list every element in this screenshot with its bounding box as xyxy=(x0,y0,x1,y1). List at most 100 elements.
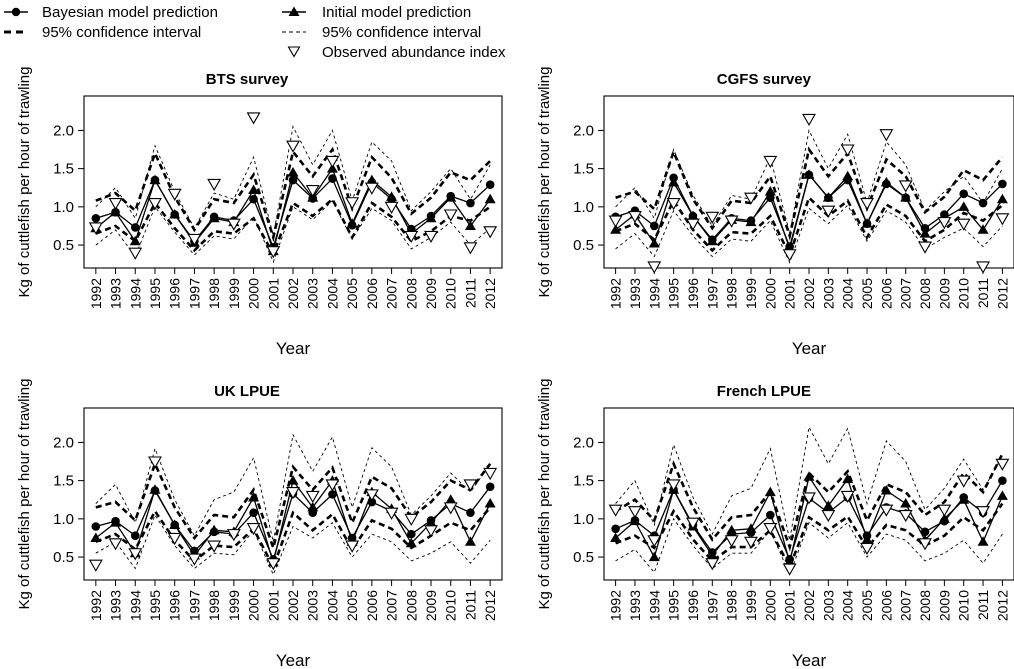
bayes-ci-lower-line xyxy=(95,197,491,258)
y-tick-label: 2.0 xyxy=(53,122,74,139)
observed-index-point xyxy=(647,261,662,274)
bayes-prediction-point xyxy=(426,211,436,221)
observed-index-point xyxy=(937,217,952,230)
x-tick-label: 2010 xyxy=(443,590,459,621)
x-tick-label: 1993 xyxy=(627,590,643,621)
x-tick-label: 2012 xyxy=(994,278,1010,309)
initial-prediction-point xyxy=(958,201,970,211)
observed-index-point xyxy=(666,197,681,211)
x-tick-label: 1997 xyxy=(186,590,202,621)
x-tick-label: 1997 xyxy=(186,278,202,309)
observed-index-point xyxy=(345,197,360,210)
x-tick-label: 1994 xyxy=(127,590,143,621)
observed-index-point xyxy=(148,456,162,469)
initial-ci-lower-line xyxy=(95,513,491,576)
x-tick-label: 1996 xyxy=(685,590,701,621)
observed-index-point xyxy=(647,535,662,548)
y-axis-label: Kg of cuttlefish per hour of trawling xyxy=(16,67,33,298)
bayes-prediction-point xyxy=(785,555,794,564)
legend-initial-ci-label: 95% confidence interval xyxy=(322,24,481,41)
bayes-circle-marker-icon xyxy=(11,7,21,17)
observed-index-point xyxy=(384,201,399,214)
x-tick-label: 2004 xyxy=(324,278,340,309)
y-tick-label: 1.0 xyxy=(53,199,74,216)
y-axis-label: Kg of cuttlefish per hour of trawling xyxy=(16,379,33,610)
x-tick-label: 1996 xyxy=(685,278,701,309)
initial-prediction-point xyxy=(610,224,622,234)
bayes-prediction-point xyxy=(669,173,678,183)
bayes-prediction-point xyxy=(111,516,120,526)
observed-index-point xyxy=(246,112,261,125)
bayes-prediction-point xyxy=(766,510,775,520)
observed-index-point xyxy=(976,506,991,519)
bayes-ci-upper-line xyxy=(95,146,492,243)
observed-index-point xyxy=(364,489,379,502)
initial-prediction-point xyxy=(996,490,1008,500)
panel-title: French LPUE xyxy=(717,383,811,400)
observed-index-point xyxy=(325,155,340,169)
bayes-prediction-point xyxy=(446,191,456,201)
bayes-ci-upper-line xyxy=(615,146,1004,241)
bayes-ci-upper-line xyxy=(614,453,1004,552)
observed-index-point xyxy=(443,209,458,222)
initial-ci-upper-line xyxy=(95,433,491,542)
bayes-prediction-point xyxy=(288,175,298,185)
x-tick-label: 2001 xyxy=(782,278,798,309)
observed-index-point xyxy=(226,529,241,542)
initial-prediction-point xyxy=(648,238,660,248)
observed-index-point xyxy=(187,233,202,247)
observed-index-point xyxy=(840,144,855,157)
bayes-prediction-point xyxy=(940,516,949,526)
observed-index-point xyxy=(666,479,681,492)
observed-index-point xyxy=(424,525,438,538)
panel-title: CGFS survey xyxy=(717,71,812,88)
bayes-prediction-point xyxy=(347,220,357,230)
bayes-prediction-point xyxy=(688,211,698,221)
x-tick-label: 2009 xyxy=(423,590,439,621)
x-tick-label: 2001 xyxy=(265,590,281,621)
observed-index-point xyxy=(108,197,123,211)
x-tick-label: 1998 xyxy=(206,590,222,621)
y-tick-label: 2.0 xyxy=(573,122,594,139)
x-tick-label: 2002 xyxy=(285,278,301,309)
x-tick-label: 2001 xyxy=(782,590,798,621)
observed-index-point xyxy=(918,538,932,551)
bayes-prediction-point xyxy=(862,219,872,228)
observed-index-point xyxy=(404,513,419,526)
observed-index-point xyxy=(840,490,855,504)
x-tick-label: 2012 xyxy=(482,278,498,309)
observed-index-point xyxy=(404,230,419,244)
bayes-ci-upper-line xyxy=(95,460,492,553)
observed-index-point xyxy=(705,211,720,224)
chart-legend: Bayesian model prediction 95% confidence… xyxy=(4,4,506,61)
panel-french-lpue: French LPUE Kg of cuttlefish per hour of … xyxy=(536,379,1014,669)
y-tick-label: 1.5 xyxy=(53,473,74,490)
x-tick-label: 1993 xyxy=(108,590,124,621)
observed-index-point xyxy=(744,536,758,549)
bayes-prediction-point xyxy=(824,193,833,202)
observed-index-point xyxy=(763,155,778,169)
x-tick-label: 1996 xyxy=(167,278,183,309)
initial-prediction-point xyxy=(996,193,1008,204)
x-tick-label: 2005 xyxy=(344,278,360,309)
x-tick-label: 1996 xyxy=(167,590,183,621)
observed-index-point xyxy=(88,559,103,572)
observed-index-point xyxy=(128,548,143,561)
x-tick-label: 1995 xyxy=(666,590,682,621)
initial-prediction-point xyxy=(248,491,260,502)
x-tick-label: 2007 xyxy=(384,278,400,309)
observed-index-point xyxy=(128,247,143,260)
bayes-prediction-point xyxy=(708,548,717,557)
x-tick-label: 2005 xyxy=(859,278,875,309)
x-tick-label: 1992 xyxy=(88,590,104,621)
x-tick-label: 2002 xyxy=(285,590,301,621)
initial-prediction-point xyxy=(842,473,854,484)
observed-index-point xyxy=(782,249,797,262)
bayes-prediction-point xyxy=(862,531,872,540)
bayes-prediction-point xyxy=(766,193,775,202)
y-tick-label: 1.5 xyxy=(573,473,594,490)
initial-ci-lower-line xyxy=(615,517,1003,576)
x-tick-label: 2000 xyxy=(246,278,262,309)
panel-uk-lpue: UK LPUE Kg of cuttlefish per hour of traw… xyxy=(16,379,503,669)
bayes-prediction-point xyxy=(998,179,1007,189)
